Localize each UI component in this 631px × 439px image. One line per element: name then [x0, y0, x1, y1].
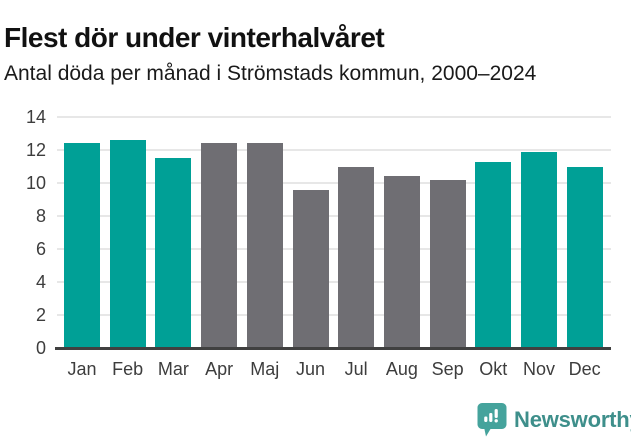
chart-title: Flest dör under vinterhalvåret — [4, 21, 385, 53]
y-axis-tick-label: 2 — [35, 305, 46, 325]
logo-bar-small — [484, 416, 488, 422]
y-axis-tick-label: 0 — [35, 338, 46, 358]
gridline-y14 — [57, 116, 611, 118]
gridline-y8 — [57, 215, 611, 217]
x-axis-label-okt: Okt — [479, 359, 508, 379]
gridline-y2 — [57, 314, 611, 316]
x-axis-label-dec: Dec — [568, 359, 601, 379]
bar-apr — [201, 143, 238, 348]
y-axis-tick-label: 10 — [25, 173, 46, 193]
logo-bar-medium — [489, 413, 493, 422]
x-axis-label-aug: Aug — [385, 359, 418, 379]
bar-aug — [383, 176, 420, 348]
x-axis-label-sep: Sep — [431, 359, 464, 379]
x-axis-label-jul: Jul — [344, 359, 368, 379]
logo-exclamation-dot — [494, 419, 498, 423]
bar-feb — [109, 140, 146, 348]
bar-jun — [292, 189, 329, 348]
gridline-y12 — [57, 149, 611, 151]
x-axis-baseline — [55, 347, 611, 350]
gridline-y4 — [57, 281, 611, 283]
x-axis-label-mar: Mar — [157, 359, 189, 379]
bar-mar — [155, 158, 192, 348]
brand-name: Newsworthy — [514, 407, 631, 432]
newsworthy-logo-icon — [477, 403, 507, 437]
x-axis-label-apr: Apr — [205, 359, 234, 379]
logo-exclamation-stroke — [494, 409, 498, 418]
gridline-y6 — [57, 248, 611, 250]
brand-footer: Newsworthy — [477, 402, 631, 438]
chart-subtitle: Antal döda per månad i Strömstads kommun… — [4, 62, 537, 85]
y-axis-tick-label: 12 — [25, 140, 46, 160]
bar-maj — [246, 143, 283, 348]
y-axis-tick-label: 8 — [35, 206, 46, 226]
bar-jan — [64, 143, 100, 348]
bar-nov — [521, 151, 557, 348]
gridline-y10 — [57, 182, 611, 184]
x-axis-label-feb: Feb — [112, 359, 144, 379]
bar-sep — [429, 179, 466, 348]
x-axis-label-jun: Jun — [295, 359, 326, 379]
x-axis-label-maj: Maj — [250, 359, 280, 379]
y-axis-tick-label: 14 — [25, 107, 46, 127]
bar-okt — [475, 161, 512, 348]
bar-dec — [566, 166, 603, 348]
y-axis-tick-label: 4 — [35, 272, 46, 292]
bar-jul — [338, 166, 375, 348]
y-axis-tick-label: 6 — [35, 239, 46, 259]
x-axis-label-nov: Nov — [522, 359, 555, 379]
x-axis-label-jan: Jan — [67, 359, 97, 379]
